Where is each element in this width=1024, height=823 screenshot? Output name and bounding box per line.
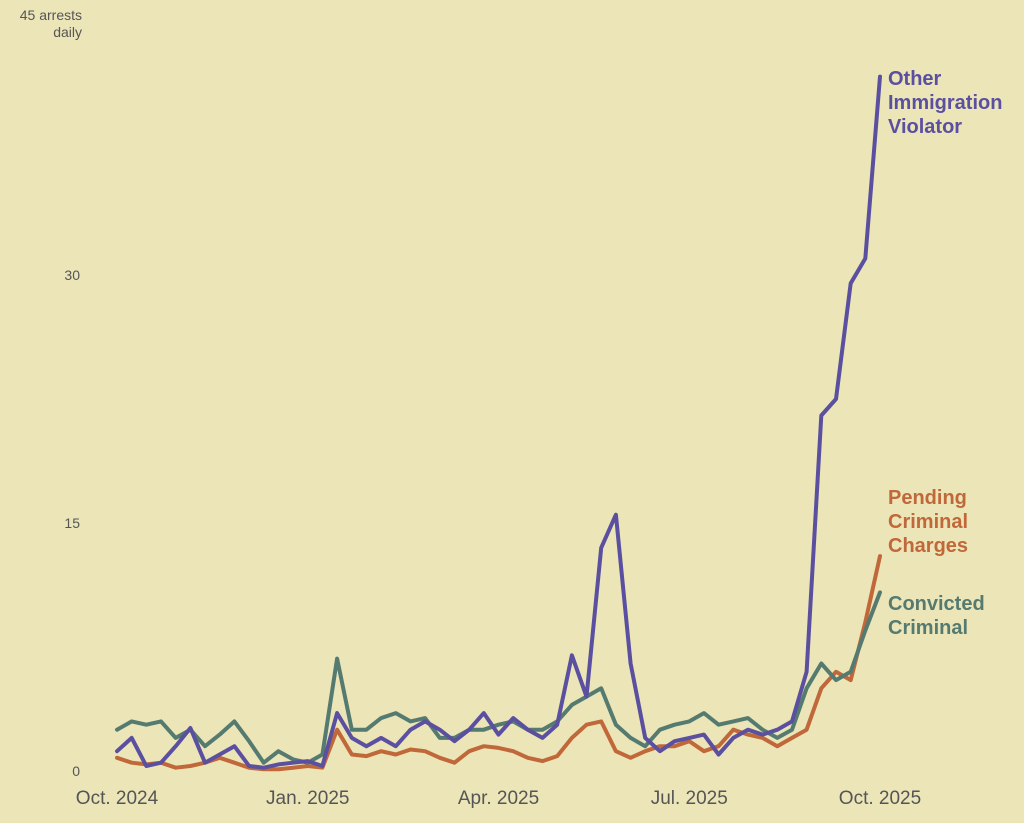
series-label: Other Immigration Violator: [888, 67, 1003, 138]
x-tick-label: Jul. 2025: [650, 788, 728, 809]
x-tick-label: Apr. 2025: [457, 788, 540, 809]
y-tick-label: 0: [72, 763, 80, 779]
x-tick-label: Oct. 2025: [838, 788, 922, 809]
y-tick-label: 15: [64, 515, 80, 531]
y-tick-label: 30: [64, 267, 80, 283]
y-tick-label: 45 arrests daily: [19, 7, 82, 40]
series-line: [115, 590, 882, 765]
x-tick-label: Oct. 2024: [75, 788, 159, 809]
series-label: Convicted Criminal: [888, 593, 985, 640]
x-tick-label: Jan. 2025: [266, 788, 350, 809]
series-label: Pending Criminal Charges: [888, 487, 969, 558]
series-line: [115, 74, 882, 770]
series-line: [115, 554, 882, 772]
